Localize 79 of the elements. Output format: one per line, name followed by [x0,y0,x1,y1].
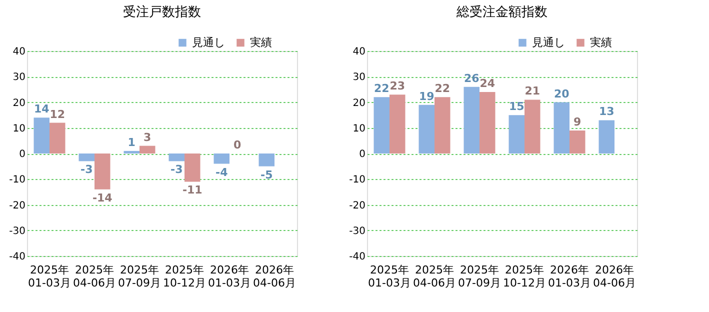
data-label: -14 [92,191,113,204]
data-label: -11 [182,184,202,197]
bar [464,86,480,154]
y-tick-label: -20 [349,200,366,212]
bar [168,154,184,162]
data-label: 24 [480,77,496,90]
bar [508,115,524,154]
bar [184,154,200,182]
y-tick-label: -30 [349,226,366,237]
y-tick-label: -40 [349,252,366,262]
bar [480,92,496,154]
x-tick-label: 2026年 01-03月 [548,264,591,290]
data-label: 9 [574,115,582,128]
data-label: 22 [374,82,390,96]
bar [434,97,450,154]
data-label: 15 [508,100,524,114]
chart-title: 受注戸数指数 [123,5,201,20]
bar [418,104,434,154]
y-tick-label: -10 [9,174,26,186]
x-tick-label: 2025年 01-03月 [368,264,411,290]
y-tick-label: -20 [9,200,26,212]
data-label: 14 [34,102,50,116]
data-label: 3 [144,130,152,144]
bar [78,154,94,162]
y-tick-label: 30 [12,72,26,84]
y-tick-label: -40 [9,252,26,262]
bar [50,122,66,154]
y-tick-label: 20 [12,98,26,109]
data-label: 19 [418,90,434,103]
data-label: 0 [234,138,242,152]
data-label: 26 [464,72,480,85]
y-tick-label: 10 [12,123,26,134]
bar [598,120,614,154]
legend-label: 実績 [250,36,272,49]
x-tick-label: 2025年 10-12月 [163,264,206,290]
legend-label: 見通し [192,36,225,49]
data-label: 13 [598,105,614,118]
bar [94,154,110,190]
bar [258,154,274,166]
chart-title: 総受注金額指数 [456,5,548,20]
data-label: -3 [80,163,93,176]
x-tick-label: 2025年 07-09月 [118,264,161,290]
data-label: -4 [216,166,228,179]
y-tick-label: 10 [352,123,366,134]
x-tick-label: 2025年 07-09月 [458,264,501,290]
x-tick-label: 2026年 04-06月 [593,264,636,290]
x-tick-label: 2026年 01-03月 [208,264,251,290]
bar [140,146,156,154]
legend-label: 実績 [590,36,612,49]
data-label: 23 [390,80,406,93]
bar [524,100,540,154]
bar [390,94,406,154]
x-tick-label: 2025年 04-06月 [413,264,456,290]
y-tick-label: 0 [359,149,366,160]
bar [570,130,586,154]
bar [34,118,50,154]
data-label: -5 [260,168,273,182]
y-tick-label: 30 [352,72,366,84]
bar [214,154,230,164]
y-tick-label: -30 [9,226,26,237]
data-label: -3 [170,163,183,176]
x-tick-label: 2026年 04-06月 [253,264,296,290]
bar [554,102,570,154]
bar [374,97,390,154]
data-label: 12 [50,108,66,121]
y-tick-label: 40 [352,46,366,58]
y-tick-label: -10 [349,174,366,186]
y-tick-label: 20 [352,98,366,109]
x-tick-label: 2025年 10-12月 [503,264,546,290]
data-label: 21 [524,84,540,98]
x-tick-label: 2025年 04-06月 [73,264,116,290]
legend-label: 見通し [532,36,565,49]
data-label: 22 [434,82,450,96]
data-label: 1 [128,136,136,149]
x-tick-label: 2025年 01-03月 [28,264,71,290]
y-tick-label: 40 [12,46,26,58]
y-tick-label: 0 [19,149,26,160]
bar [124,150,140,154]
data-label: 20 [554,87,570,100]
